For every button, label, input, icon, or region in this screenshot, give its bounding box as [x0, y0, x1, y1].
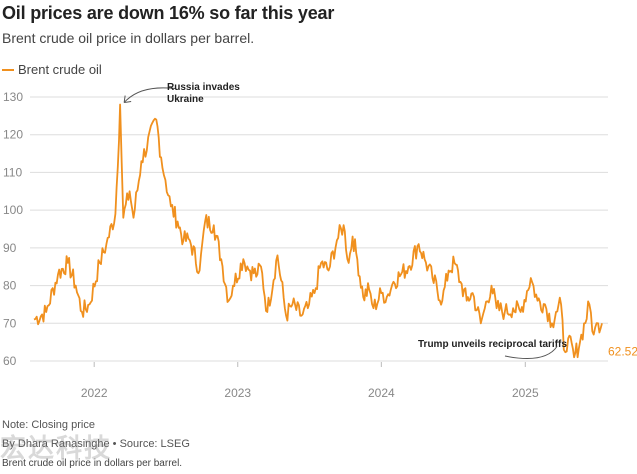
chart-subtitle: Brent crude oil price in dollars per bar… [2, 30, 255, 46]
y-tick-label: 60 [3, 354, 17, 368]
legend-swatch [2, 68, 14, 71]
annotation-text-russia: Ukraine [167, 94, 204, 105]
legend-label: Brent crude oil [18, 62, 102, 77]
y-tick-label: 80 [3, 279, 17, 293]
x-axis-ticks: 2022 2023 2024 2025 [81, 362, 539, 400]
x-tick-label: 2023 [224, 386, 251, 400]
byline: By Dhara Ranasinghe • Source: LSEG [2, 438, 190, 450]
x-tick-label: 2024 [368, 386, 395, 400]
series-line-brent [33, 103, 603, 359]
annotation-arrow [504, 346, 558, 359]
gridlines [30, 96, 608, 362]
y-tick-label: 110 [3, 165, 22, 179]
end-value-label: 62.52 [608, 344, 637, 358]
chart-title: Oil prices are down 16% so far this year [2, 3, 335, 23]
annotation-arrow [123, 87, 176, 103]
annotation-arrowhead [123, 95, 132, 104]
y-tick-label: 120 [3, 128, 23, 142]
y-tick-label: 130 [3, 90, 23, 104]
footnote: Note: Closing price [2, 419, 95, 431]
caption: Brent crude oil price in dollars per bar… [2, 458, 183, 469]
x-tick-label: 2025 [512, 386, 539, 400]
annotation-text-tariffs: Trump unveils reciprocal tariffs [418, 339, 567, 350]
annotation-text-russia: Russia invades [167, 82, 240, 93]
x-tick-label: 2022 [81, 386, 108, 400]
y-axis-ticks: 60 70 80 90 100 110 120 130 [3, 90, 23, 368]
watermark: 宏达科技 [0, 433, 113, 463]
y-tick-label: 100 [3, 203, 23, 217]
y-tick-label: 70 [3, 316, 17, 330]
y-tick-label: 90 [3, 241, 17, 255]
legend: Brent crude oil [2, 62, 102, 77]
